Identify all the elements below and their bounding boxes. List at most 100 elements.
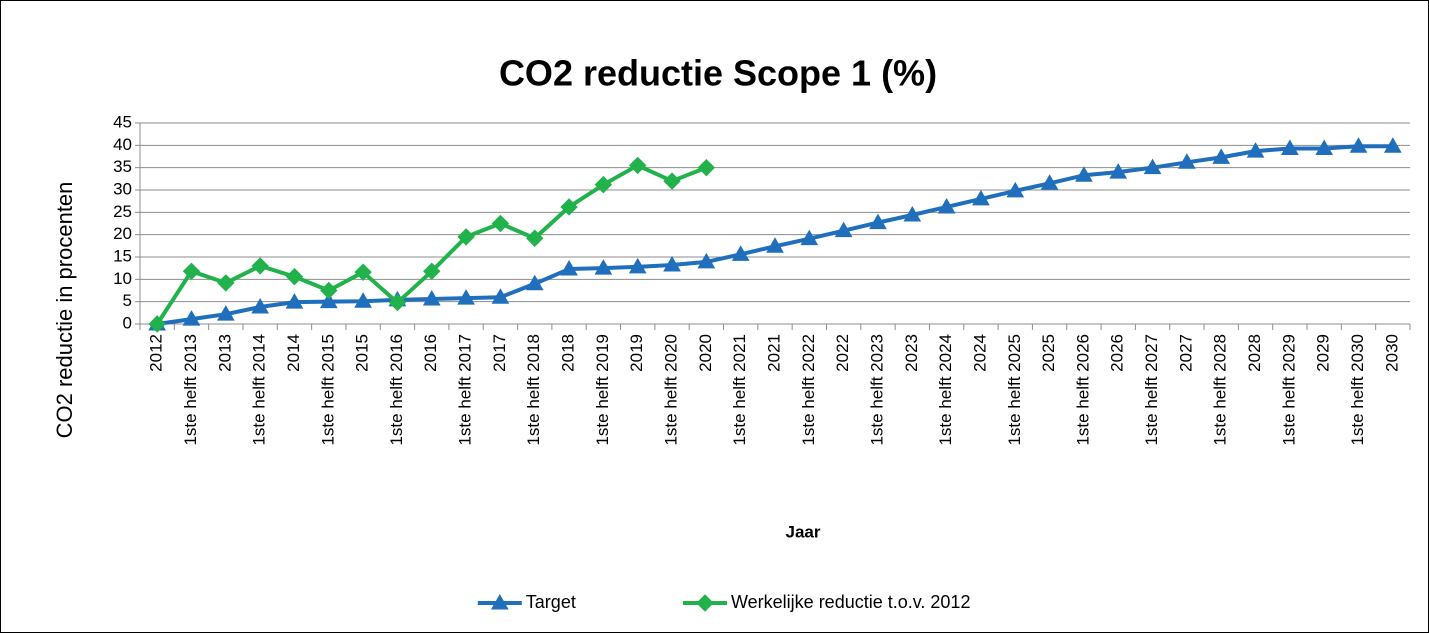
y-tick-label: 0 [123,313,132,332]
data-point [594,175,613,194]
x-axis-label: Jaar [786,522,821,541]
y-tick-label: 40 [113,135,132,154]
data-point [628,156,647,175]
x-tick-label: 2022 [833,334,852,372]
data-point [1246,142,1265,158]
legend-label: Werkelijke reductie t.o.v. 2012 [731,592,970,612]
data-point [972,189,990,206]
x-tick-label: 1ste helft 2020 [662,334,681,446]
data-point [388,293,407,312]
x-tick-label: 2027 [1176,334,1195,372]
x-tick-label: 2023 [902,334,921,372]
data-point [1109,163,1128,179]
data-point [594,259,613,275]
data-point [560,198,578,216]
y-tick-label: 45 [113,112,132,131]
x-tick-label: 1ste helft 2013 [181,334,200,446]
data-point [1006,181,1025,198]
legend-label: Target [526,592,576,612]
data-point [251,298,269,314]
data-point [663,256,681,272]
data-point [1178,153,1196,169]
data-point [834,221,853,238]
data-point [1281,139,1299,155]
data-point [1040,174,1059,190]
data-point [217,274,235,292]
x-tick-label: 1ste helft 2022 [799,334,818,446]
data-point [285,267,304,286]
data-point [457,228,475,246]
data-point [423,262,441,281]
x-tick-label: 2015 [353,334,372,372]
data-point [320,281,338,300]
data-point [697,158,716,177]
data-point [319,292,338,309]
data-point [663,172,681,190]
data-point [869,213,887,230]
data-point [1349,137,1368,153]
y-tick-label: 30 [113,179,132,198]
x-tick-label: 2018 [559,334,578,372]
y-tick-label: 25 [113,202,132,221]
legend-marker [696,594,714,612]
y-axis-label: CO2 reductie in procenten [52,182,77,439]
x-tick-label: 2024 [970,334,989,372]
x-tick-label: 1ste helft 2030 [1348,334,1367,446]
x-tick-label: 1ste helft 2017 [456,334,475,446]
data-point [216,305,235,321]
y-tick-label: 5 [123,291,132,310]
data-point [491,288,510,304]
chart-title: CO2 reductie Scope 1 (%) [499,53,937,94]
data-point [731,245,750,261]
x-tick-label: 2026 [1108,334,1127,372]
x-tick-label: 2021 [764,334,783,372]
data-point [560,260,578,276]
x-tick-label: 1ste helft 2016 [387,334,406,446]
legend-marker [490,593,509,610]
data-point [800,229,819,246]
x-tick-label: 2030 [1382,334,1401,372]
data-point [354,263,372,281]
data-point [766,237,784,253]
data-point [526,229,544,247]
x-tick-label: 1ste helft 2027 [1142,334,1161,446]
data-point [1143,158,1162,175]
data-point [1212,148,1231,164]
data-point [697,252,716,269]
x-tick-label: 1ste helft 2029 [1279,334,1298,446]
data-point [1383,137,1402,153]
x-tick-label: 1ste helft 2019 [593,334,612,446]
y-tick-label: 10 [113,269,132,288]
x-tick-label: 1ste helft 2018 [524,334,543,446]
x-tick-label: 2020 [696,334,715,372]
x-tick-label: 2019 [627,334,646,372]
data-point [148,315,166,333]
y-tick-label: 20 [113,224,132,243]
x-tick-label: 2028 [1245,334,1264,372]
x-tick-label: 2025 [1039,334,1058,372]
x-tick-label: 1ste helft 2025 [1005,334,1024,446]
x-tick-label: 2029 [1314,334,1333,372]
data-point [525,274,544,291]
x-tick-label: 2016 [421,334,440,372]
y-tick-label: 35 [113,157,132,176]
data-point [1315,139,1334,155]
data-point [457,289,475,305]
data-point [491,214,510,233]
y-tick-label: 15 [113,246,132,265]
data-point [903,206,922,222]
x-tick-label: 1ste helft 2014 [250,334,269,446]
x-tick-label: 2013 [215,334,234,372]
data-point [354,292,372,308]
data-point [422,289,441,306]
data-point [251,257,269,275]
data-point [1075,166,1093,182]
x-tick-label: 2014 [284,334,303,372]
x-tick-label: 1ste helft 2024 [936,334,955,446]
x-tick-label: 2017 [490,334,509,372]
x-tick-label: 2012 [147,334,166,372]
data-point [628,257,647,274]
